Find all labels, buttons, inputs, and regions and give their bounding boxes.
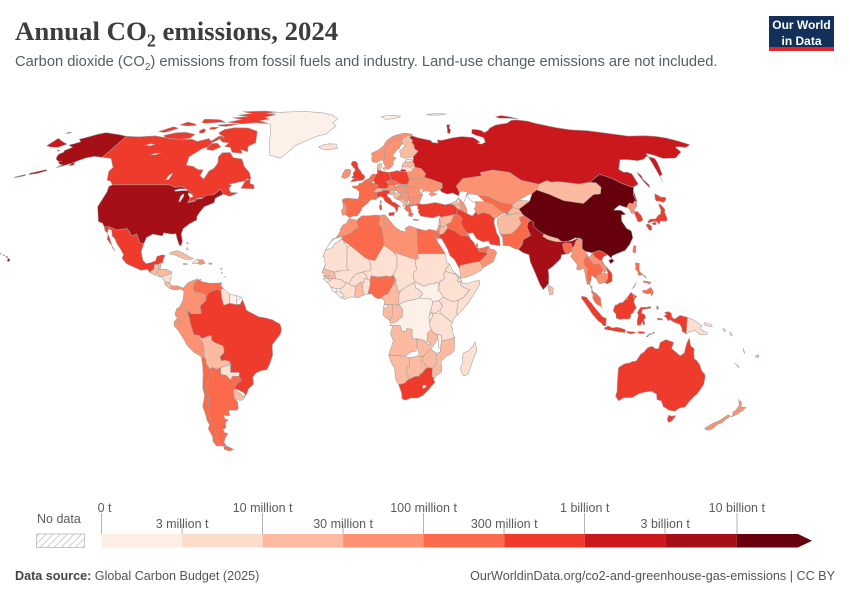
svg-text:30 million t: 30 million t [313,517,373,531]
svg-text:3 billion t: 3 billion t [641,517,691,531]
svg-text:3 million t: 3 million t [156,517,209,531]
svg-text:10 billion t: 10 billion t [709,501,766,515]
svg-text:0 t: 0 t [98,501,112,515]
svg-text:100 million t: 100 million t [390,501,457,515]
svg-text:1 billion t: 1 billion t [560,501,610,515]
svg-text:300 million t: 300 million t [471,517,538,531]
svg-text:10 million t: 10 million t [233,501,293,515]
svg-text:No data: No data [37,512,81,526]
